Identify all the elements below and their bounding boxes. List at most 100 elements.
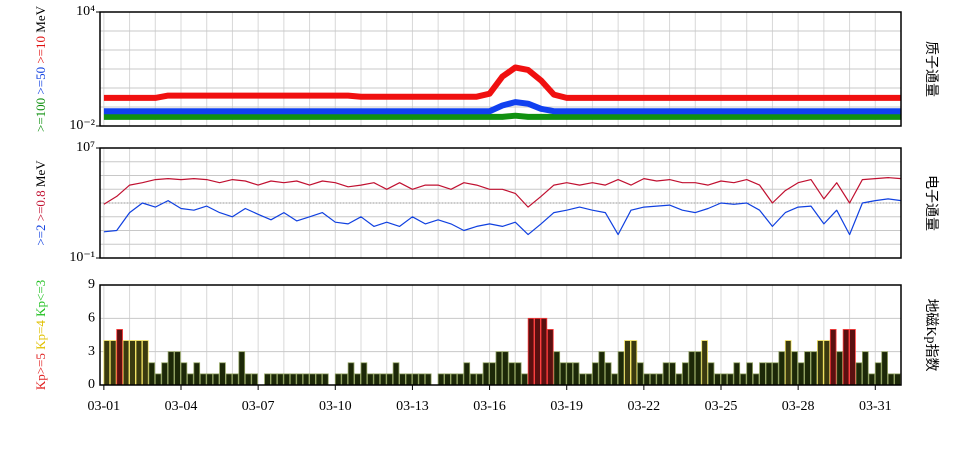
y-axis-label-part: >=100 bbox=[33, 98, 48, 132]
kp-bar bbox=[103, 340, 111, 386]
kp-bar bbox=[527, 317, 535, 386]
kp-bar bbox=[797, 362, 805, 386]
kp-bar bbox=[791, 351, 798, 386]
y-axis-label-part: Kp=4 bbox=[33, 320, 48, 350]
kp-bar bbox=[778, 351, 786, 386]
y-axis-label: >=2 >=0.8 MeV bbox=[33, 160, 48, 246]
y-tick-label: 10⁷ bbox=[76, 140, 95, 155]
kp-bar bbox=[746, 362, 753, 386]
kp-bar bbox=[379, 373, 387, 386]
kp-bar bbox=[707, 362, 715, 386]
y-tick-label: 6 bbox=[88, 311, 95, 326]
kp-bar bbox=[367, 373, 374, 386]
kp-bar bbox=[772, 362, 779, 386]
kp-bar bbox=[309, 373, 316, 386]
kp-bar bbox=[495, 351, 503, 386]
y-tick-label: 0 bbox=[88, 377, 95, 392]
y-axis-label-part: MeV bbox=[33, 160, 48, 187]
kp-bar bbox=[675, 373, 683, 386]
side-label: 质子通量 bbox=[923, 41, 939, 97]
kp-bar bbox=[148, 362, 156, 386]
kp-bar bbox=[752, 373, 760, 386]
kp-bar bbox=[386, 373, 393, 386]
kp-bar bbox=[225, 373, 233, 386]
kp-bar bbox=[559, 362, 567, 386]
kp-bar bbox=[817, 340, 824, 386]
kp-bar bbox=[476, 373, 483, 386]
kp-bar bbox=[354, 373, 361, 386]
kp-bar bbox=[598, 351, 606, 386]
kp-bar bbox=[244, 373, 252, 386]
y-axis-label: Kp>=5 Kp=4 Kp<=3 bbox=[33, 280, 48, 390]
kp-bar bbox=[540, 317, 548, 386]
kp-bar bbox=[669, 362, 676, 386]
plot-frame bbox=[99, 11, 902, 127]
y-axis-label-part: >=0.8 bbox=[33, 190, 48, 221]
plot-frame bbox=[99, 147, 902, 259]
kp-bar bbox=[688, 351, 696, 386]
kp-bar bbox=[270, 373, 278, 386]
x-tick-label: 03-25 bbox=[705, 399, 738, 414]
kp-bar bbox=[829, 329, 837, 386]
x-tick-label: 03-10 bbox=[319, 399, 352, 414]
kp-bar bbox=[469, 373, 477, 386]
kp-bar bbox=[154, 373, 162, 386]
plot-frame bbox=[99, 284, 902, 386]
kp-bar bbox=[887, 373, 895, 386]
kp-bar bbox=[514, 362, 522, 386]
kp-bar bbox=[643, 373, 651, 386]
kp-bar bbox=[360, 362, 368, 386]
y-tick-label: 3 bbox=[88, 344, 95, 359]
x-tick-label: 03-04 bbox=[165, 399, 198, 414]
kp-bar bbox=[302, 373, 310, 386]
kp-bar bbox=[630, 340, 638, 386]
y-tick-label: 10⁻² bbox=[69, 118, 95, 133]
y-axis-label-part: Kp>=5 bbox=[33, 353, 48, 390]
kp-bar bbox=[135, 340, 143, 386]
kp-bar bbox=[894, 373, 901, 386]
kp-bar bbox=[424, 373, 432, 386]
side-label: 地磁Kp指数 bbox=[923, 298, 939, 371]
y-tick-label: 9 bbox=[88, 277, 95, 292]
side-label: 电子通量 bbox=[923, 175, 939, 231]
kp-bar bbox=[289, 373, 297, 386]
kp-bar bbox=[219, 362, 226, 386]
kp-bar bbox=[579, 373, 586, 386]
kp-bar bbox=[849, 329, 856, 386]
kp-bar bbox=[341, 373, 348, 386]
kp-bar bbox=[129, 340, 136, 386]
kp-bar bbox=[842, 329, 850, 386]
kp-bar bbox=[174, 351, 181, 386]
kp-bar bbox=[572, 362, 580, 386]
kp-bar bbox=[611, 373, 618, 386]
kp-bar bbox=[489, 362, 496, 386]
kp-bar bbox=[534, 317, 541, 386]
x-tick-label: 03-28 bbox=[782, 399, 815, 414]
kp-bar bbox=[733, 362, 741, 386]
x-tick-label: 03-22 bbox=[628, 399, 661, 414]
kp-bar bbox=[187, 373, 194, 386]
kp-bar bbox=[759, 362, 766, 386]
kp-bar bbox=[682, 362, 689, 386]
kp-bar bbox=[347, 362, 355, 386]
kp-bar bbox=[804, 351, 811, 386]
kp-bar bbox=[656, 373, 663, 386]
kp-bar bbox=[238, 351, 246, 386]
kp-bar bbox=[868, 373, 876, 386]
kp-bar bbox=[720, 373, 728, 386]
kp-bar bbox=[617, 351, 625, 386]
kp-bar bbox=[624, 340, 631, 386]
kp-bar bbox=[116, 329, 123, 386]
x-tick-label: 03-19 bbox=[550, 399, 583, 414]
kp-bar bbox=[836, 351, 843, 386]
kp-bar bbox=[502, 351, 509, 386]
kp-bar bbox=[334, 373, 342, 386]
kp-bar bbox=[109, 340, 117, 386]
kp-bar bbox=[167, 351, 175, 386]
kp-bar bbox=[727, 373, 734, 386]
kp-bar bbox=[315, 373, 323, 386]
x-tick-label: 03-13 bbox=[396, 399, 429, 414]
series-line bbox=[103, 112, 901, 120]
kp-bar bbox=[251, 373, 258, 386]
